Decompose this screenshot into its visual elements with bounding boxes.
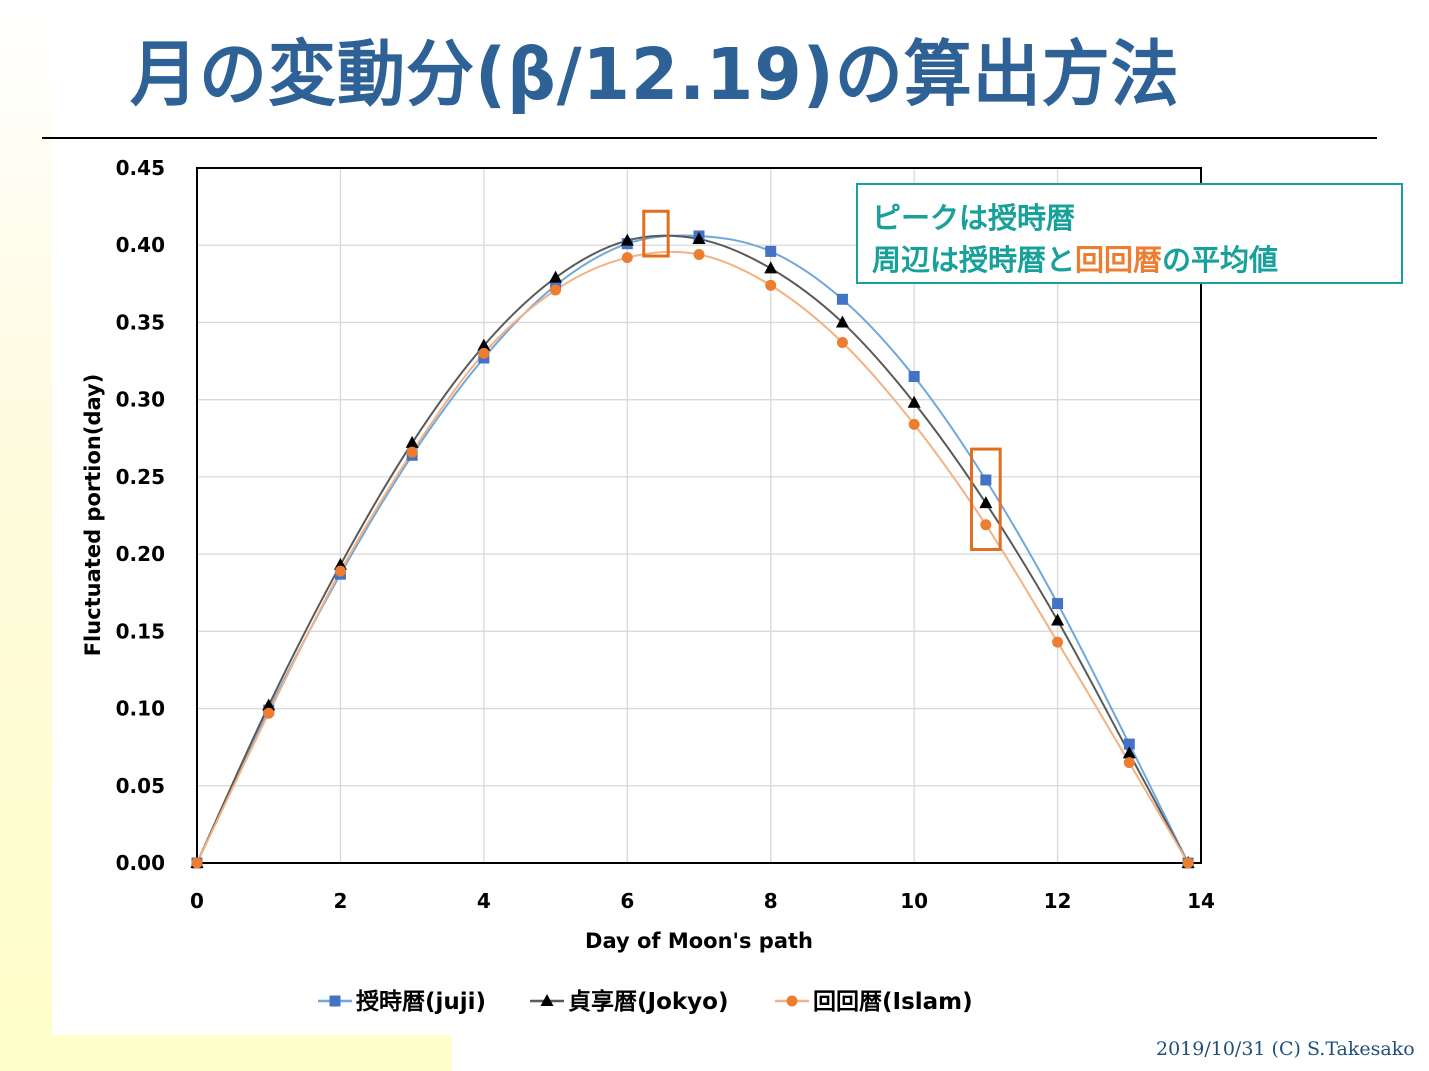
data-point [620,233,634,246]
y-tick-labels: 0.00 0.05 0.10 0.15 0.20 0.25 0.30 0.35 0.40 0.45 [116,156,165,875]
legend-marker [329,995,341,1007]
y-tick-label: 0.25 [116,465,165,489]
annotation-text: 周辺は授時暦と [872,243,1076,277]
data-point [549,270,563,283]
data-point [1123,757,1135,769]
y-tick-label: 0.10 [116,697,165,721]
highlight-box [970,447,1002,551]
x-axis-title: Day of Moon's path [585,929,813,953]
x-tick-label: 10 [900,889,928,913]
data-point [692,232,706,245]
data-point [405,435,419,448]
legend-marker [786,995,798,1007]
x-tick-label: 0 [190,889,204,913]
data-point [836,337,848,349]
data-point [907,395,921,408]
series-markers [190,230,1195,869]
series-line-1 [196,234,1189,864]
legend-label: 回回暦(Islam) [813,989,973,1015]
legend: 授時暦(juji) 貞享暦(Jokyo) 回回暦(Islam) [318,988,973,1015]
y-axis-title: Fluctuated portion(day) [81,374,105,657]
highlight-boxes [642,209,1002,551]
data-point [908,371,920,382]
data-point [1052,636,1064,648]
highlight-box [642,209,670,258]
x-tick-label: 12 [1044,889,1072,913]
annotation-line-1: ピークは授時暦 [872,201,1076,235]
data-point [1122,746,1136,759]
title-divider [42,137,1377,139]
data-point [477,338,491,351]
data-point [765,279,777,291]
data-point [1182,857,1194,869]
series-line-0 [196,234,1189,864]
data-point [836,293,848,305]
data-point [764,261,778,274]
data-point [1051,613,1065,626]
x-tick-labels: 0 2 4 6 8 10 12 14 [190,889,1215,913]
footer-credit: 2019/10/31 (C) S.Takesako [1156,1038,1415,1060]
y-tick-label: 0.45 [116,156,165,180]
data-point [334,565,346,577]
annotation-box: ピークは授時暦 周辺は授時暦と回回暦の平均値 [856,183,1403,284]
data-point [621,252,633,264]
series-curves [196,234,1189,864]
x-tick-label: 6 [620,889,634,913]
data-point [406,446,418,458]
data-point [1052,598,1064,610]
data-point [835,315,849,328]
y-tick-label: 0.30 [116,388,165,412]
x-tick-label: 14 [1187,889,1215,913]
data-point [478,347,490,359]
data-point [979,496,993,509]
plot-area-frame [196,167,1202,864]
bottom-decor-strip [0,1035,452,1071]
y-tick-label: 0.35 [116,310,165,334]
y-tick-label: 0.05 [116,774,165,798]
x-tick-label: 4 [477,889,491,913]
y-tick-label: 0.20 [116,542,165,566]
left-decor-strip [0,0,52,1071]
annotation-highlight: 回回暦 [1075,243,1163,277]
data-point [191,857,203,869]
legend-marker [540,994,554,1006]
y-tick-label: 0.40 [116,233,165,257]
legend-label: 貞享暦(Jokyo) [568,988,728,1015]
annotation-line-2: 周辺は授時暦と回回暦の平均値 [872,237,1278,279]
data-point [908,418,920,430]
data-point [980,474,992,486]
data-point [550,284,562,296]
data-point [262,698,276,711]
x-tick-label: 8 [764,889,778,913]
legend-label: 授時暦(juji) [356,989,486,1015]
data-point [693,248,705,260]
slide-title: 月の変動分(β/12.19)の算出方法 [130,34,1180,117]
data-point [980,519,992,531]
data-point [1123,738,1135,750]
y-tick-label: 0.15 [116,619,165,643]
data-point [263,707,275,719]
data-point [765,245,777,257]
y-tick-label: 0.00 [116,851,165,875]
annotation-text-suffix: の平均値 [1162,243,1279,277]
x-tick-label: 2 [333,889,347,913]
